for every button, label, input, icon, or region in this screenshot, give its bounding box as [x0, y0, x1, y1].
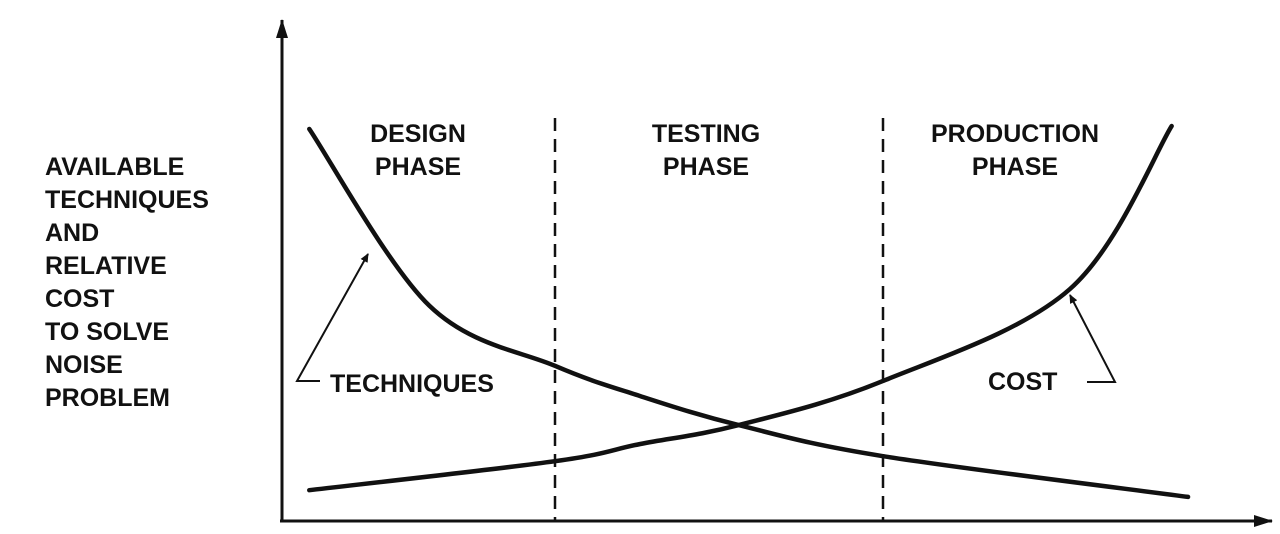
cost-series-label: COST [988, 368, 1057, 396]
phase-label-production: PRODUCTION PHASE [931, 120, 1099, 181]
cost-callout-arrow [1069, 294, 1117, 383]
phase-label-line: PHASE [375, 153, 461, 181]
phase-label-design: DESIGN PHASE [370, 120, 466, 181]
techniques-callout-arrow [295, 253, 369, 382]
y-label-line: COST [45, 285, 114, 313]
y-label-line: AVAILABLE [45, 153, 184, 181]
phase-label-line: DESIGN [370, 120, 466, 148]
phase-label-line: PHASE [972, 153, 1058, 181]
y-axis-label: AVAILABLE TECHNIQUES AND RELATIVE COST T… [45, 153, 209, 412]
y-label-line: TO SOLVE [45, 318, 169, 346]
y-label-line: TECHNIQUES [45, 186, 209, 214]
cost-curve [307, 123, 1174, 493]
y-label-line: PROBLEM [45, 384, 170, 412]
phase-label-testing: TESTING PHASE [652, 120, 760, 181]
y-label-line: AND [45, 219, 99, 247]
y-label-line: RELATIVE [45, 252, 167, 280]
techniques-series-label: TECHNIQUES [330, 370, 494, 398]
y-label-line: NOISE [45, 351, 123, 379]
phase-label-line: PHASE [663, 153, 749, 181]
phase-label-line: TESTING [652, 120, 760, 148]
phase-label-line: PRODUCTION [931, 120, 1099, 148]
techniques-curve [307, 126, 1191, 500]
